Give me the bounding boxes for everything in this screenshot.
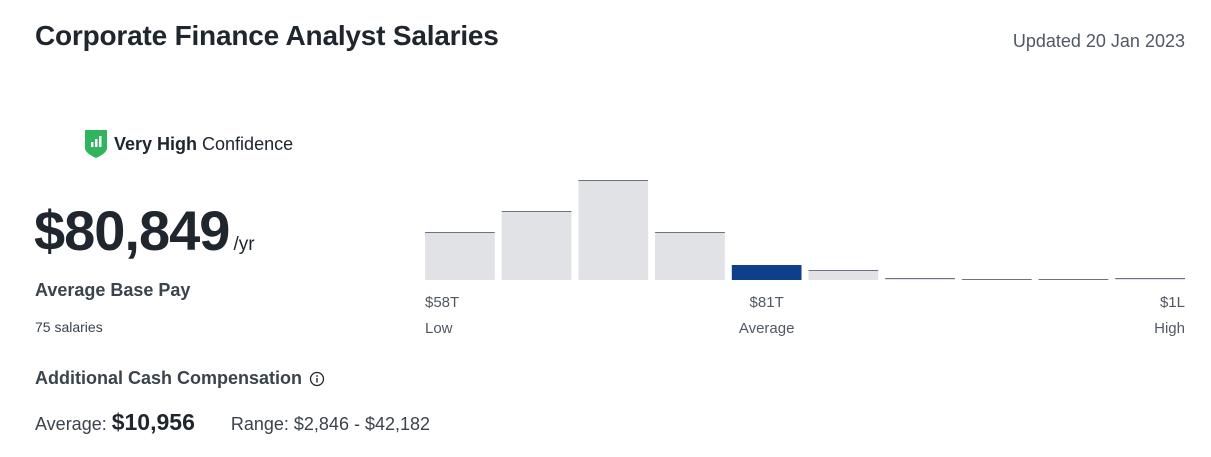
updated-date: Updated 20 Jan 2023: [1012, 31, 1185, 51]
salary-count: 75 salaries: [35, 319, 103, 335]
histogram-bar: [961, 279, 1032, 280]
compensation-range: Range: $2,846 - $42,182: [230, 414, 431, 434]
histogram-bar: [655, 232, 725, 280]
histogram-bar: [1115, 278, 1185, 280]
axis-tick-caption: High: [1154, 320, 1185, 337]
histogram-bar: [425, 232, 495, 280]
average-label: Average:: [35, 414, 107, 434]
page-title: Corporate Finance Analyst Salaries: [35, 20, 499, 51]
axis-tick-value: $1L: [1160, 294, 1185, 311]
histogram-bar: [501, 211, 572, 280]
histogram-bar: [808, 270, 879, 280]
confidence-shield-icon: [85, 130, 107, 158]
info-icon[interactable]: [309, 371, 325, 387]
additional-compensation-label: Additional Cash Compensation: [35, 368, 303, 388]
axis-tick-value: $81T: [750, 294, 784, 311]
base-pay-label: Average Base Pay: [35, 280, 191, 300]
additional-compensation-title: Additional Cash Compensation: [35, 368, 325, 389]
histogram-bar: [578, 180, 649, 280]
axis-tick-caption: Average: [739, 320, 795, 337]
average-base-pay: $80,849 /yr: [34, 203, 255, 259]
confidence-label: Confidence: [202, 133, 294, 154]
histogram-bar: [1038, 279, 1109, 280]
axis-tick-caption: Low: [425, 320, 453, 337]
histogram-bar: [885, 278, 955, 280]
histogram-bar: [731, 265, 802, 280]
confidence-indicator: Very High Confidence: [84, 129, 293, 159]
axis-tick-value: $58T: [425, 294, 459, 311]
average-value: $10,956: [111, 409, 195, 435]
base-pay-unit: /yr: [233, 234, 255, 255]
base-pay-amount: $80,849: [34, 199, 230, 262]
additional-compensation-values: Average: $10,956 Range: $2,846 - $42,182: [35, 409, 430, 436]
confidence-level: Very High: [114, 133, 198, 154]
